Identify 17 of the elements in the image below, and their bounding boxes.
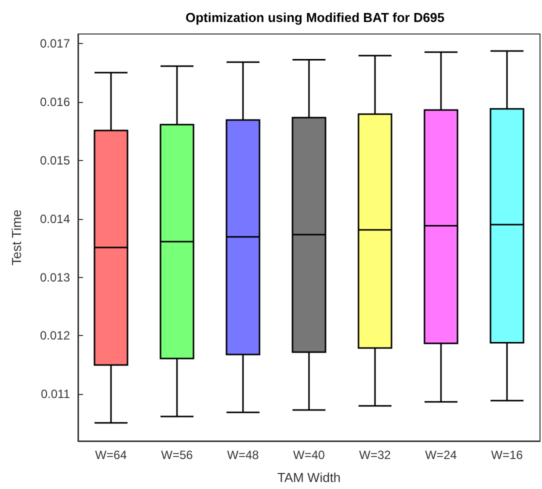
x-tick-label: W=40: [293, 448, 326, 462]
y-tick-label: 0.011: [40, 387, 70, 402]
y-axis-title: Test Time: [9, 210, 24, 266]
y-tick-label: 0.016: [40, 94, 70, 109]
y-tick-label: 0.017: [40, 36, 70, 50]
chart-title: Optimization using Modified BAT for D695: [185, 10, 445, 25]
y-tick-label: 0.015: [40, 153, 70, 168]
x-tick-label: W=48: [227, 448, 260, 462]
y-tick-label: 0.014: [40, 212, 70, 226]
x-tick-label: W=16: [491, 448, 524, 462]
y-tick-label: 0.012: [40, 328, 70, 343]
x-tick-label: W=64: [95, 448, 128, 462]
x-tick-label: W=56: [161, 448, 194, 462]
x-axis-title: TAM Width: [277, 470, 341, 485]
x-tick-label: W=32: [359, 448, 392, 462]
x-tick-label: W=24: [425, 448, 458, 462]
y-tick-label: 0.013: [40, 270, 70, 284]
